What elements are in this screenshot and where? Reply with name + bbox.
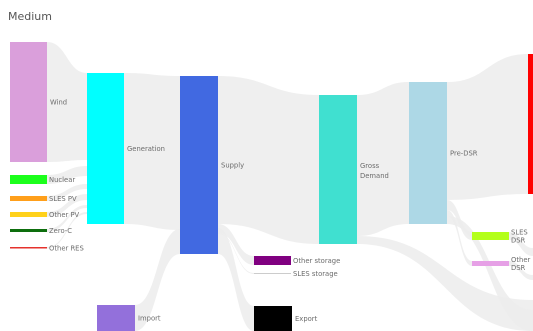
sankey-link xyxy=(218,224,254,265)
sankey-node-demand[interactable] xyxy=(528,54,533,194)
sankey-node-label: Supply xyxy=(221,162,244,170)
sankey-link xyxy=(447,54,528,200)
sankey-node-label: Wind xyxy=(50,99,67,107)
sankey-link-offscreen xyxy=(447,216,533,331)
sankey-link xyxy=(47,205,87,232)
sankey-link xyxy=(47,184,87,201)
sankey-node-label: Export xyxy=(295,315,318,323)
sankey-node-sles-dsr[interactable] xyxy=(472,232,509,240)
sankey-link xyxy=(47,212,87,249)
sankey-node-label: Import xyxy=(138,315,161,323)
sankey-link xyxy=(447,200,472,240)
sankey-node-label: Pre-DSR xyxy=(450,150,478,158)
sankey-node-sles-storage[interactable] xyxy=(254,273,291,274)
sankey-link xyxy=(47,166,87,184)
sankey-link xyxy=(218,233,254,274)
sankey-node-other-res[interactable] xyxy=(10,247,47,249)
sankey-node-label: Other PV xyxy=(49,211,80,219)
sankey-node-label: SLES PV xyxy=(49,195,77,203)
sankey-node-other-pv[interactable] xyxy=(10,212,47,217)
sankey-link-offscreen xyxy=(509,232,533,256)
sankey-node-label: Zero-C xyxy=(49,227,72,235)
sankey-node-wind[interactable] xyxy=(10,42,47,162)
sankey-node-label: SLES storage xyxy=(293,270,338,278)
sankey-node-export[interactable] xyxy=(254,306,292,331)
sankey-node-pre-dsr[interactable] xyxy=(409,82,447,224)
sankey-node-label: Nuclear xyxy=(49,176,75,184)
sankey-node-label: Gross Demand xyxy=(360,162,389,180)
sankey-node-label: Other storage xyxy=(293,257,340,265)
sankey-node-nuclear[interactable] xyxy=(10,175,47,184)
sankey-link xyxy=(124,73,180,230)
sankey-node-label: Other RES xyxy=(49,244,84,252)
sankey-node-label: Generation xyxy=(127,145,165,153)
sankey-link xyxy=(135,229,180,331)
sankey-node-zero-c[interactable] xyxy=(10,229,47,232)
sankey-node-label: Other DSR xyxy=(511,256,531,272)
chart-title: Medium xyxy=(8,10,52,23)
sankey-node-gross-demand[interactable] xyxy=(319,95,357,244)
sankey-node-other-dsr[interactable] xyxy=(472,261,509,266)
sankey-node-other-storage[interactable] xyxy=(254,256,291,265)
sankey-node-supply[interactable] xyxy=(180,76,218,254)
sankey-link xyxy=(218,76,319,244)
sankey-node-label: SLES DSR xyxy=(511,229,528,245)
sankey-link-offscreen xyxy=(509,261,533,280)
sankey-node-sles-pv[interactable] xyxy=(10,196,47,201)
sankey-node-generation[interactable] xyxy=(87,73,124,224)
sankey-node-import[interactable] xyxy=(97,305,135,331)
sankey-link xyxy=(47,42,87,162)
sankey-link xyxy=(47,194,87,217)
sankey-link xyxy=(447,210,472,266)
sankey-link xyxy=(357,82,409,236)
sankey-link xyxy=(218,228,254,331)
sankey-link-offscreen xyxy=(357,236,533,331)
